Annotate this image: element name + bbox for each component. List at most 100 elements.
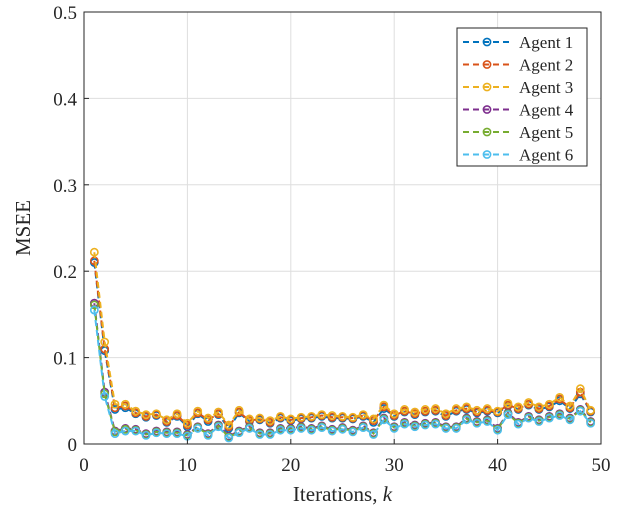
data-point bbox=[151, 428, 161, 438]
legend-item-agent-4: Agent 4 bbox=[463, 101, 574, 120]
legend-marker bbox=[482, 105, 492, 114]
data-point bbox=[89, 300, 99, 310]
data-point bbox=[503, 410, 513, 420]
data-point bbox=[255, 430, 265, 439]
data-point bbox=[400, 419, 409, 429]
x-tick-label: 50 bbox=[592, 455, 611, 476]
legend-marker bbox=[482, 127, 492, 137]
data-point bbox=[224, 420, 234, 430]
series-line bbox=[93, 262, 592, 431]
data-point bbox=[89, 247, 99, 257]
data-point bbox=[296, 412, 306, 422]
data-point bbox=[503, 398, 513, 408]
data-point bbox=[555, 392, 565, 402]
legend-marker bbox=[482, 37, 492, 47]
y-tick-label: 0.2 bbox=[53, 262, 77, 283]
data-point bbox=[420, 420, 430, 430]
data-point bbox=[348, 427, 358, 437]
data-point bbox=[120, 399, 130, 409]
data-point bbox=[575, 384, 585, 394]
data-point bbox=[379, 415, 389, 425]
data-point bbox=[389, 409, 399, 419]
data-point bbox=[276, 425, 285, 435]
data-point bbox=[389, 424, 399, 433]
data-point bbox=[441, 409, 451, 419]
x-tick-label: 30 bbox=[385, 455, 404, 476]
series-agent-6 bbox=[89, 305, 596, 443]
data-point bbox=[451, 424, 461, 433]
data-point bbox=[307, 425, 316, 435]
data-point bbox=[544, 399, 554, 409]
data-point bbox=[172, 409, 182, 419]
x-tick-label: 40 bbox=[488, 455, 507, 476]
series-line bbox=[93, 252, 592, 427]
data-point bbox=[296, 424, 306, 433]
data-point bbox=[255, 413, 265, 423]
data-point bbox=[369, 430, 378, 439]
plot-frame bbox=[83, 11, 602, 445]
data-point bbox=[265, 416, 275, 426]
data-point bbox=[358, 410, 368, 420]
data-point bbox=[586, 418, 596, 428]
legend-item-agent-2: Agent 2 bbox=[463, 56, 573, 75]
series-agent-2 bbox=[89, 256, 596, 432]
data-point bbox=[151, 409, 161, 419]
data-point bbox=[338, 424, 347, 434]
data-point bbox=[234, 405, 244, 415]
y-tick-label: 0 bbox=[68, 435, 78, 456]
data-point bbox=[286, 414, 296, 424]
data-point bbox=[431, 419, 440, 429]
x-tick-label: 0 bbox=[79, 455, 89, 476]
legend-label: Agent 1 bbox=[519, 33, 573, 52]
x-tick-label: 20 bbox=[281, 455, 300, 476]
data-point bbox=[451, 404, 461, 413]
data-point bbox=[131, 426, 141, 436]
x-axis-label: Iterations, k bbox=[293, 482, 393, 506]
series-line bbox=[93, 309, 592, 440]
data-point bbox=[307, 411, 316, 421]
data-point bbox=[431, 404, 440, 413]
data-point bbox=[565, 415, 575, 425]
data-point bbox=[534, 417, 544, 426]
data-point bbox=[379, 400, 389, 410]
data-point bbox=[513, 402, 523, 412]
legend-label: Agent 4 bbox=[519, 101, 574, 120]
legend-marker bbox=[482, 150, 492, 159]
data-point bbox=[162, 415, 172, 425]
data-point bbox=[462, 415, 471, 425]
data-point bbox=[472, 405, 482, 415]
series-layer bbox=[89, 247, 596, 443]
legend-label: Agent 5 bbox=[519, 123, 573, 142]
legend-item-agent-5: Agent 5 bbox=[463, 123, 573, 142]
data-point bbox=[462, 402, 471, 412]
data-point bbox=[586, 405, 596, 415]
legend-item-agent-1: Agent 1 bbox=[463, 33, 573, 52]
data-point bbox=[524, 398, 534, 407]
series-line bbox=[93, 260, 592, 429]
legend: Agent 1 Agent 2 Agent 3 Agent 4 Agent 5 Agent… bbox=[456, 27, 588, 167]
legend-marker bbox=[482, 82, 492, 92]
data-point bbox=[172, 429, 182, 439]
data-point bbox=[565, 401, 575, 411]
data-point bbox=[555, 411, 565, 420]
data-point bbox=[338, 411, 347, 421]
data-point bbox=[493, 425, 502, 435]
legend-marker bbox=[482, 60, 492, 69]
data-point bbox=[193, 406, 203, 416]
legend-item-agent-6: Agent 6 bbox=[463, 146, 573, 165]
data-point bbox=[369, 414, 378, 424]
y-tick-label: 0.4 bbox=[53, 89, 77, 110]
data-point bbox=[575, 406, 585, 416]
data-point bbox=[203, 430, 213, 440]
data-point bbox=[472, 418, 482, 428]
data-point bbox=[214, 422, 223, 432]
data-point bbox=[141, 430, 151, 440]
legend-box bbox=[456, 27, 588, 167]
y-tick-label: 0.3 bbox=[53, 176, 77, 197]
data-point bbox=[482, 417, 492, 426]
data-point bbox=[534, 402, 544, 412]
data-point bbox=[162, 429, 172, 439]
data-point bbox=[182, 418, 192, 428]
data-point bbox=[89, 305, 99, 315]
